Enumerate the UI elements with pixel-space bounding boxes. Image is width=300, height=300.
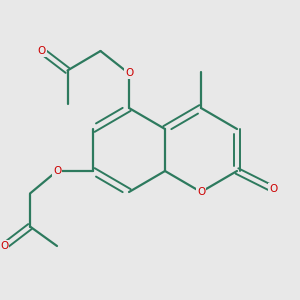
Text: O: O <box>197 187 205 197</box>
Text: O: O <box>0 241 9 251</box>
Text: O: O <box>269 184 277 194</box>
Text: O: O <box>38 46 46 56</box>
Text: O: O <box>125 68 133 79</box>
Text: O: O <box>53 166 61 176</box>
